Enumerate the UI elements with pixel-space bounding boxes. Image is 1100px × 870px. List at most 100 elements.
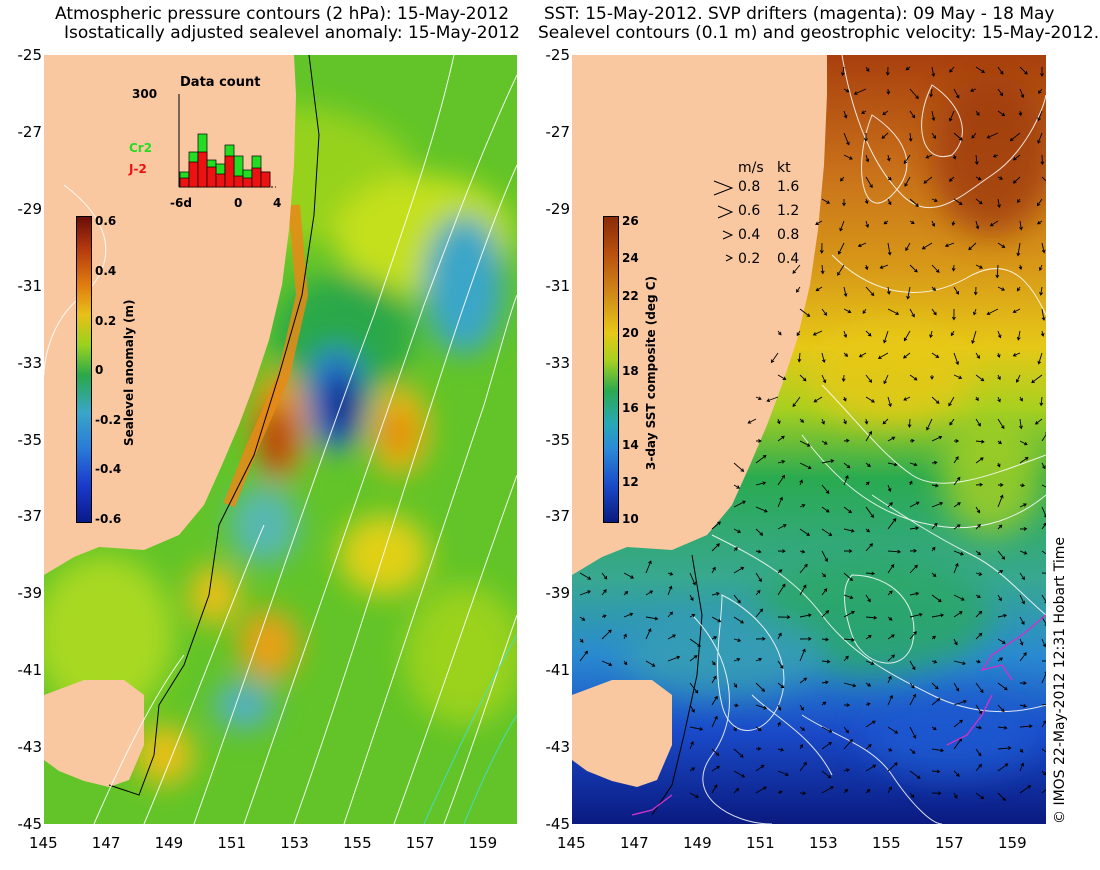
velocity-arrow — [970, 88, 977, 92]
sst-tick: 16 — [622, 401, 639, 415]
y-axis-tick-label: -43 — [17, 738, 43, 757]
velocity-arrow — [1016, 242, 1021, 257]
velocity-arrow — [1041, 550, 1046, 555]
velocity-arrow — [843, 726, 849, 734]
velocity-arrow — [843, 154, 853, 160]
velocity-arrow — [953, 439, 960, 443]
velocity-arrow — [953, 611, 963, 618]
velocity-arrow — [733, 726, 737, 732]
y-axis-tick-label: -33 — [17, 353, 43, 372]
velocity-arrow — [755, 572, 762, 583]
velocity-arrow — [821, 726, 833, 733]
velocity-arrow — [883, 374, 889, 385]
velocity-arrow — [975, 610, 983, 618]
velocity-arrow — [931, 110, 936, 122]
sla-tick: 0 — [95, 363, 104, 377]
velocity-arrow — [711, 521, 721, 530]
sla-tick: 0.6 — [95, 214, 117, 228]
velocity-arrow — [865, 286, 875, 297]
velocity-arrow — [931, 572, 937, 578]
velocity-arrow — [975, 198, 983, 205]
velocity-arrow — [887, 654, 895, 662]
velocity-arrow — [975, 374, 985, 382]
velocity-arrow — [755, 636, 766, 641]
velocity-arrow — [799, 791, 807, 796]
velocity-arrow — [777, 747, 785, 752]
velocity-arrow — [799, 462, 812, 470]
velocity-arrow — [862, 308, 867, 315]
velocity-arrow — [909, 198, 919, 207]
velocity-arrow — [667, 634, 676, 640]
velocity-arrow — [906, 286, 911, 300]
velocity-arrow — [799, 726, 806, 731]
sealevel-anomaly-map[interactable] — [44, 55, 517, 824]
velocity-arrow — [931, 726, 937, 731]
velocity-arrow — [777, 435, 785, 442]
velocity-arrow — [997, 176, 1004, 180]
velocity-arrow — [711, 748, 720, 756]
velocity-arrow — [951, 220, 956, 226]
velocity-arrow — [799, 648, 806, 662]
speed-legend-header-kt: kt — [777, 160, 791, 176]
velocity-arrow — [975, 748, 982, 757]
velocity-arrow — [975, 396, 979, 402]
velocity-arrow — [821, 440, 828, 445]
velocity-arrow — [821, 741, 833, 750]
velocity-arrow — [865, 528, 871, 533]
velocity-arrow — [930, 374, 934, 380]
velocity-arrow — [1012, 352, 1021, 357]
velocity-arrow — [777, 496, 783, 508]
velocity-arrow — [931, 352, 940, 359]
velocity-arrow — [839, 176, 845, 182]
x-axis-tick-label: 157 — [935, 834, 964, 852]
velocity-arrow — [949, 66, 955, 73]
y-axis-tick-label: -35 — [17, 430, 43, 449]
velocity-arrow — [755, 528, 764, 536]
velocity-arrow — [837, 242, 845, 255]
sst-map[interactable] — [572, 55, 1046, 824]
velocity-arrow — [865, 374, 873, 383]
velocity-arrow — [711, 765, 720, 772]
velocity-arrow — [997, 330, 1002, 339]
sla-colorbar — [76, 216, 92, 523]
y-axis-tick-label: -39 — [545, 584, 571, 603]
velocity-arrow — [1019, 638, 1024, 646]
velocity-arrow — [909, 792, 915, 798]
velocity-arrow — [997, 638, 1006, 644]
velocity-arrow — [909, 264, 918, 273]
y-axis-tick-label: -39 — [17, 584, 43, 603]
sla-tick: 0.2 — [95, 314, 117, 328]
velocity-arrow — [839, 220, 845, 232]
velocity-arrow — [755, 704, 768, 710]
velocity-arrow — [1019, 66, 1028, 75]
inset-x-label: -6d — [170, 196, 192, 210]
velocity-arrow — [975, 457, 984, 464]
velocity-arrow — [623, 660, 628, 666]
velocity-arrow — [865, 660, 875, 665]
velocity-arrow — [1019, 652, 1027, 662]
velocity-arrow — [865, 176, 873, 189]
velocity-arrow — [865, 744, 872, 750]
velocity-arrow — [820, 264, 825, 275]
velocity-arrow — [747, 418, 757, 424]
velocity-arrow — [909, 748, 916, 754]
sst-tick: 22 — [622, 289, 639, 303]
velocity-arrow — [579, 616, 586, 621]
velocity-arrow — [1041, 703, 1046, 706]
velocity-arrow — [733, 462, 745, 472]
velocity-arrow — [887, 694, 894, 706]
velocity-arrow — [843, 549, 853, 553]
velocity-arrow — [975, 418, 981, 427]
velocity-arrow — [755, 481, 767, 486]
right-title-line1: SST: 15-May-2012. SVP drifters (magenta)… — [544, 4, 1055, 24]
velocity-arrow — [777, 330, 782, 336]
velocity-arrow — [843, 475, 849, 486]
velocity-arrow — [972, 308, 977, 316]
velocity-arrow — [799, 528, 811, 536]
velocity-arrow — [821, 418, 825, 425]
velocity-arrow — [975, 66, 986, 73]
velocity-arrow — [931, 659, 938, 664]
velocity-arrow — [931, 220, 936, 227]
velocity-arrow — [1016, 286, 1021, 292]
velocity-arrow — [689, 594, 694, 602]
